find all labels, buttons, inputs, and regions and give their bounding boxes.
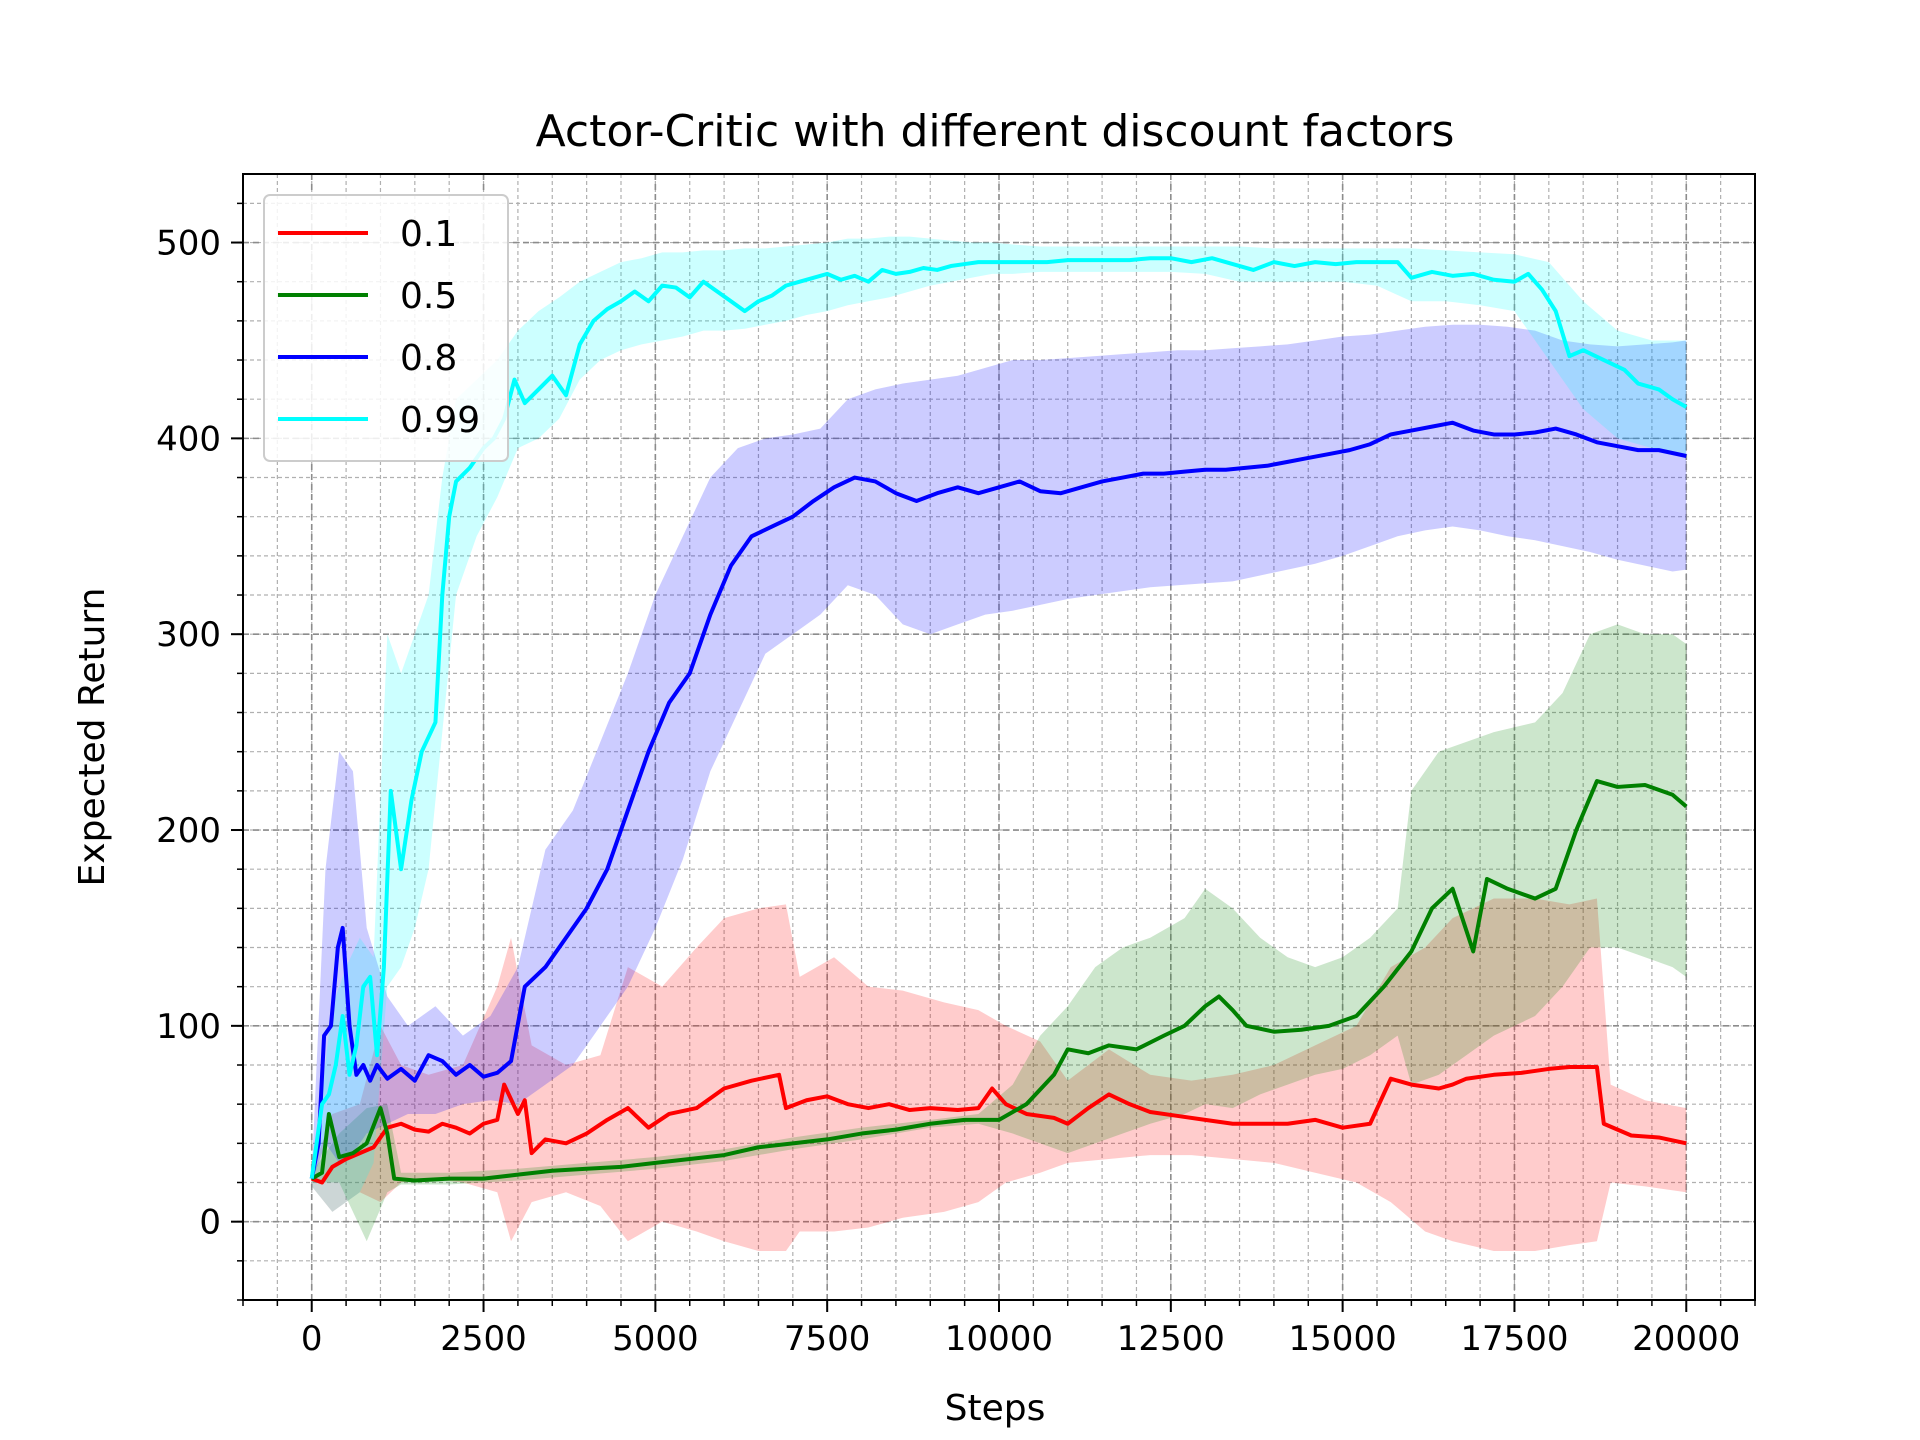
legend: 0.1 0.5 0.8 0.99: [263, 194, 509, 462]
x-tick-label: 10000: [945, 1319, 1053, 1359]
x-tick-label: 7500: [784, 1319, 871, 1359]
legend-label: 0.1: [400, 214, 457, 255]
y-axis-label: Expected Return: [72, 588, 113, 887]
legend-label: 0.99: [400, 400, 480, 441]
legend-box: [263, 194, 509, 462]
series-line-0.1: [311, 1064, 1687, 1185]
axes-layer: 0 2500 5000 7500 10000 12500 15000 17500 20000 0 1…: [156, 173, 1756, 1359]
y-tick-label: 500: [156, 224, 221, 264]
legend-label: 0.5: [400, 276, 457, 317]
x-tick-label: 0: [301, 1319, 323, 1359]
x-tick-label: 17500: [1460, 1319, 1568, 1359]
y-tick-label: 200: [156, 811, 221, 851]
y-tick-label: 0: [199, 1203, 221, 1243]
x-tick-label: 20000: [1632, 1319, 1740, 1359]
x-tick-label: 12500: [1117, 1319, 1225, 1359]
legend-label: 0.8: [400, 338, 457, 379]
band-0.8: [311, 324, 1687, 1183]
y-tick-label: 100: [156, 1007, 221, 1047]
band-0.99: [311, 236, 1687, 1212]
x-tick-label: 5000: [612, 1319, 699, 1359]
x-tick-label: 15000: [1289, 1319, 1397, 1359]
line-layer: [309, 256, 1688, 1185]
chart-title: Actor-Critic with different discount fac…: [536, 106, 1455, 157]
series-line-0.5: [310, 779, 1688, 1183]
y-tick-label: 300: [156, 615, 221, 655]
x-tick-label: 2500: [440, 1319, 527, 1359]
x-axis-label: Steps: [945, 1388, 1046, 1429]
series-line-0.8: [309, 420, 1687, 1179]
series-line-0.99: [309, 256, 1688, 1179]
y-tick-label: 400: [156, 419, 221, 459]
